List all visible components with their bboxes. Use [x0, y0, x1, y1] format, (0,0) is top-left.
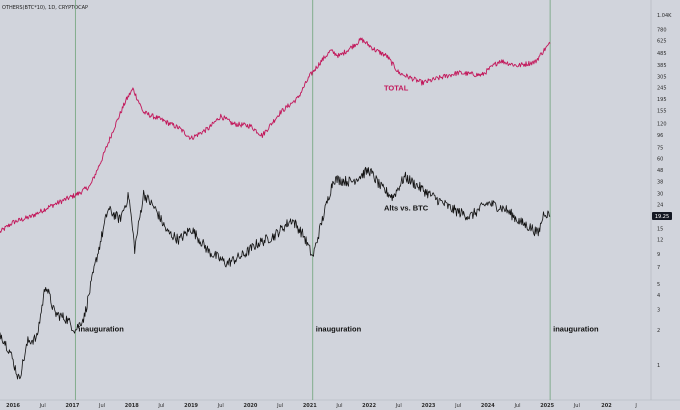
y-tick-label: 12 — [657, 238, 663, 244]
annotations-group: inauguration inauguration inauguration TOTA… — [78, 84, 599, 334]
x-tick-label: 2017 — [65, 403, 79, 409]
x-tick-label: 2018 — [125, 403, 139, 409]
y-tick-label: 96 — [657, 133, 663, 139]
y-tick-label: 625 — [657, 38, 667, 44]
x-tick-label: Jul — [39, 403, 46, 409]
y-tick-label: 305 — [657, 75, 667, 81]
y-tick-label: 2 — [657, 328, 660, 334]
x-tick-label: J — [634, 403, 636, 409]
x-tick-label: 2016 — [6, 403, 20, 409]
y-tick-label: 5 — [657, 282, 660, 288]
x-tick-label: Jul — [395, 403, 402, 409]
x-tick-label: 2021 — [303, 403, 317, 409]
current-price-label: 19.25 — [655, 214, 669, 220]
y-tick-label: 60 — [657, 157, 663, 163]
x-tick-label: Jul — [217, 403, 224, 409]
annotation-alts-vs-btc: Alts vs. BTC — [384, 203, 429, 212]
series-group — [0, 37, 551, 380]
x-tick-label: 2024 — [481, 403, 495, 409]
x-tick-label: Jul — [573, 403, 580, 409]
annotation-inauguration: inauguration — [316, 324, 362, 333]
y-tick-label: 7 — [657, 265, 660, 271]
y-tick-label: 120 — [657, 122, 667, 128]
y-axis-ticks: 1.04K78062548538530524519515512096756048… — [657, 13, 672, 369]
current-price-badge: 19.25 — [652, 212, 672, 221]
y-tick-label: 385 — [657, 63, 667, 69]
current-price-box — [652, 212, 672, 221]
y-tick-label: 4 — [657, 293, 660, 299]
x-tick-label: Jul — [157, 403, 164, 409]
x-axis-ticks: 2016 Jul 2017 Jul 2018 Jul 2019 Jul 2020 Jul 2021 J… — [6, 403, 637, 409]
annotation-total: TOTAL — [384, 84, 409, 93]
inauguration-lines — [74, 0, 551, 400]
chart-title: OTHERS(BTC*10), 1D, CRYPTOCAP — [2, 5, 88, 11]
y-tick-label: 3 — [657, 308, 660, 314]
x-tick-label: Jul — [335, 403, 342, 409]
series-line-alts-vs-btc — [0, 166, 551, 380]
x-tick-label: 2022 — [362, 403, 376, 409]
x-tick-label: Jul — [98, 403, 105, 409]
y-tick-label: 780 — [657, 27, 667, 33]
x-tick-label: 202 — [601, 403, 612, 409]
annotation-inauguration: inauguration — [553, 324, 599, 333]
y-tick-label: 24 — [657, 203, 663, 209]
y-tick-label: 75 — [657, 145, 663, 151]
x-tick-label: Jul — [513, 403, 520, 409]
y-tick-label: 485 — [657, 51, 667, 57]
x-tick-label: 2025 — [540, 403, 554, 409]
y-tick-label: 48 — [657, 168, 663, 174]
x-tick-label: 2023 — [422, 403, 436, 409]
y-tick-label: 1 — [657, 363, 660, 369]
y-tick-label: 9 — [657, 252, 660, 258]
x-tick-label: Jul — [454, 403, 461, 409]
x-tick-label: Jul — [276, 403, 283, 409]
y-tick-label: 195 — [657, 97, 667, 103]
x-tick-label: 2020 — [243, 403, 257, 409]
y-tick-label: 38 — [657, 180, 663, 186]
y-tick-label: 1.04K — [657, 13, 672, 19]
y-tick-label: 245 — [657, 86, 667, 92]
annotation-inauguration: inauguration — [78, 324, 124, 333]
y-tick-label: 30 — [657, 191, 663, 197]
series-line-total — [0, 37, 551, 233]
x-tick-label: 2019 — [184, 403, 198, 409]
y-tick-label: 15 — [657, 226, 663, 232]
y-tick-label: 155 — [657, 109, 667, 115]
